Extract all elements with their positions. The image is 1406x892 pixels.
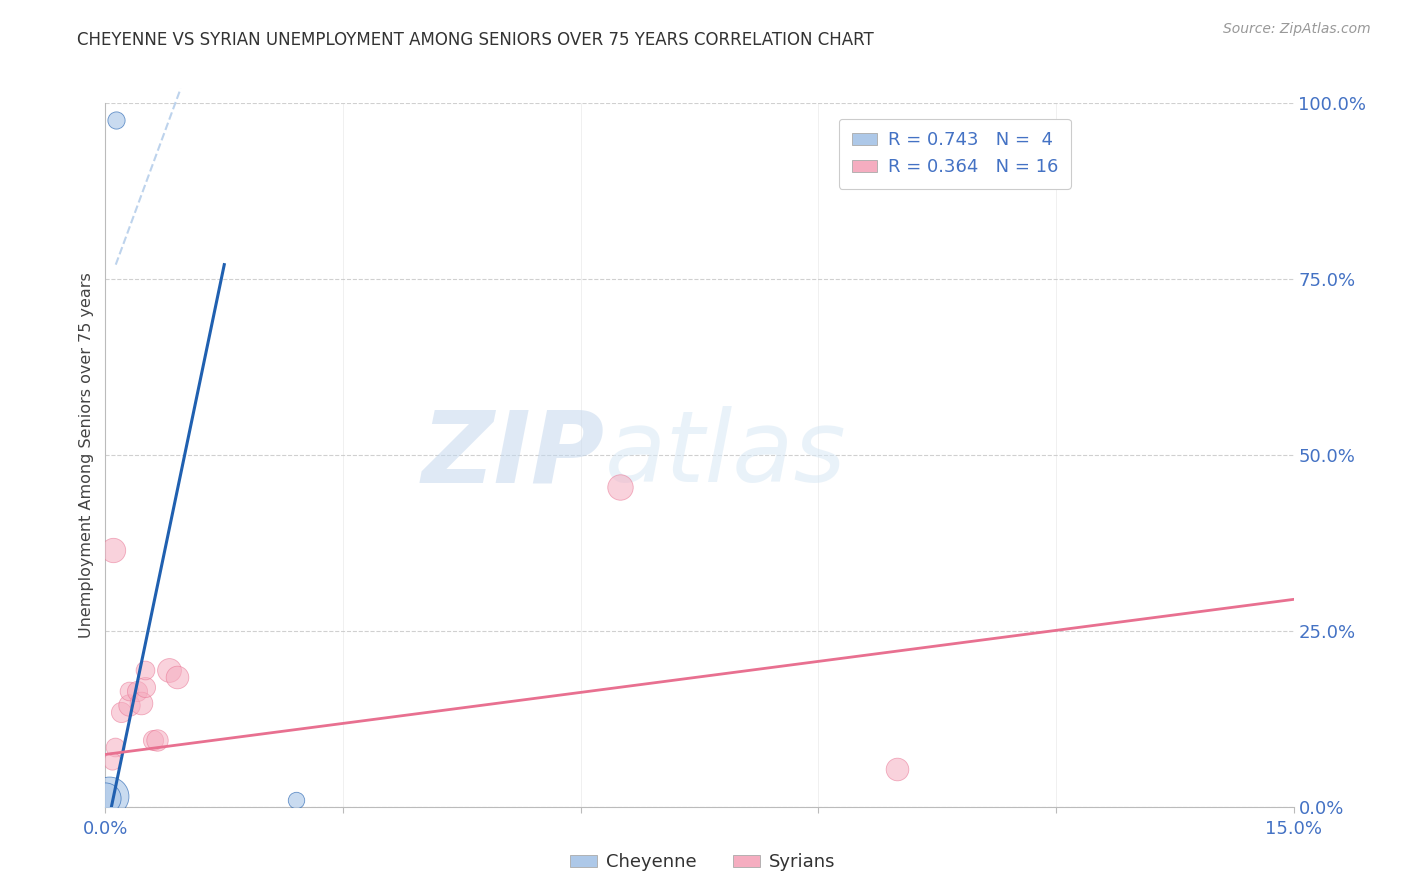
Point: [609, 480, 631, 494]
Point: [94, 791, 117, 805]
Point: [127, 684, 149, 698]
Point: [886, 762, 908, 776]
Y-axis label: Unemployment Among Seniors over 75 years: Unemployment Among Seniors over 75 years: [79, 272, 94, 638]
Point: [104, 113, 127, 128]
Legend: R = 0.743   N =  4, R = 0.364   N = 16: R = 0.743 N = 4, R = 0.364 N = 16: [839, 119, 1070, 189]
Point: [129, 696, 152, 710]
Point: [118, 684, 141, 698]
Point: [110, 705, 132, 719]
Point: [134, 663, 156, 677]
Text: ZIP: ZIP: [422, 407, 605, 503]
Text: Source: ZipAtlas.com: Source: ZipAtlas.com: [1223, 22, 1371, 37]
Legend: Cheyenne, Syrians: Cheyenne, Syrians: [562, 847, 844, 879]
Point: [98, 789, 121, 803]
Point: [142, 733, 165, 747]
Point: [104, 740, 127, 755]
Point: [101, 755, 124, 769]
Point: [134, 681, 156, 695]
Text: atlas: atlas: [605, 407, 846, 503]
Point: [103, 543, 125, 558]
Point: [118, 698, 141, 712]
Point: [166, 670, 188, 684]
Point: [284, 793, 307, 807]
Point: [157, 663, 180, 677]
Text: CHEYENNE VS SYRIAN UNEMPLOYMENT AMONG SENIORS OVER 75 YEARS CORRELATION CHART: CHEYENNE VS SYRIAN UNEMPLOYMENT AMONG SE…: [77, 31, 875, 49]
Point: [146, 733, 169, 747]
